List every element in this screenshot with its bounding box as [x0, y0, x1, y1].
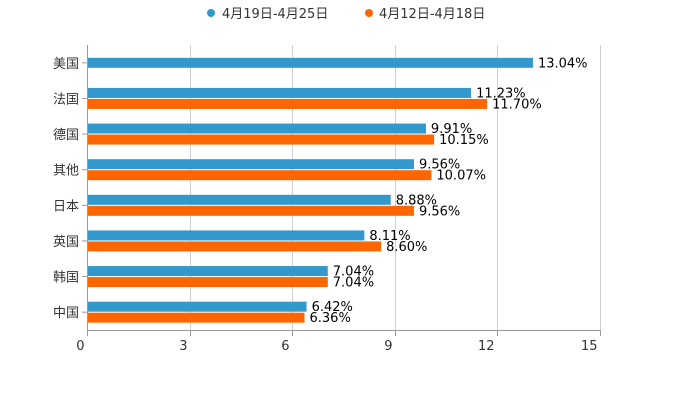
data-label: 8.88% [396, 193, 437, 208]
category-label: 英国 [53, 235, 79, 250]
data-label: 7.04% [333, 265, 374, 280]
data-label: 9.56% [419, 204, 460, 219]
data-label: 9.91% [431, 122, 472, 137]
data-label: 6.36% [310, 311, 351, 326]
bar-series-2 [88, 134, 435, 145]
bar-series-2 [88, 277, 328, 288]
legend-label-1: 4月19日-4月25日 [222, 7, 328, 22]
legend: 4月19日-4月25日 4月12日-4月18日 [207, 7, 485, 22]
category-label: 韩国 [53, 271, 79, 286]
category-label: 法国 [53, 92, 79, 107]
data-label: 9.56% [419, 158, 460, 173]
bar-series-2 [88, 241, 382, 252]
bar-series-2 [88, 170, 432, 181]
category-label: 中国 [53, 306, 79, 321]
bars [88, 57, 533, 323]
data-label: 6.42% [312, 300, 353, 315]
bar-series-1 [88, 266, 328, 277]
x-tick-label: 15 [581, 339, 598, 354]
bar-series-2 [88, 312, 305, 323]
x-tick-label: 6 [281, 339, 289, 354]
x-tick-label: 12 [478, 339, 495, 354]
legend-marker-1 [207, 9, 215, 17]
x-tick-label: 3 [179, 339, 187, 354]
bar-series-1 [88, 57, 533, 68]
data-label: 10.15% [439, 133, 489, 148]
gridlines [190, 45, 601, 330]
bar-series-2 [88, 205, 414, 216]
category-label: 日本 [53, 199, 79, 214]
bar-series-1 [88, 87, 472, 98]
category-label: 美国 [53, 57, 79, 72]
data-label: 8.11% [369, 229, 410, 244]
bar-series-2 [88, 98, 488, 109]
data-label: 10.07% [436, 169, 486, 184]
data-label: 11.70% [492, 97, 542, 112]
legend-label-2: 4月12日-4月18日 [379, 7, 485, 22]
bar-series-1 [88, 301, 307, 312]
x-tick-label: 9 [384, 339, 392, 354]
data-label: 11.23% [476, 86, 526, 101]
category-label: 德国 [53, 128, 79, 143]
data-label: 7.04% [333, 276, 374, 291]
data-label: 13.04% [538, 56, 588, 71]
bar-series-1 [88, 230, 365, 241]
legend-marker-2 [365, 9, 373, 17]
data-label: 8.60% [386, 240, 427, 255]
bar-series-1 [88, 194, 391, 205]
x-tick-label: 0 [76, 339, 84, 354]
data-labels: 13.04%11.23%11.70%9.91%10.15%9.56%10.07%… [310, 56, 588, 326]
bar-series-1 [88, 123, 426, 134]
bar-series-1 [88, 159, 414, 170]
category-label: 其他 [53, 164, 79, 179]
